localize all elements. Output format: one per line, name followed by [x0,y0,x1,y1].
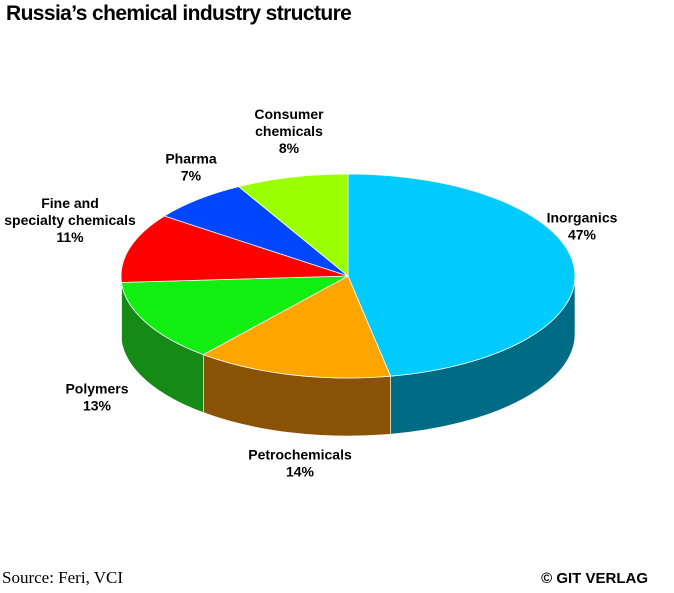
slice-label-polymers: Polymers 13% [65,381,128,414]
pie-slice-inorganics [347,173,576,377]
chart-title: Russia’s chemical industry structure [6,2,352,25]
slice-label-petrochemicals: Petrochemicals 14% [248,447,352,480]
slice-label-consumer-chemicals: Consumer chemicals 8% [254,106,324,156]
slice-label-name-line: Polymers [65,381,128,397]
slice-label-name-line: Pharma [165,151,217,167]
source-note: Source: Feri, VCI [2,568,124,587]
slice-value-label: 11% [56,229,84,245]
slice-label-name-line: Inorganics [547,210,618,226]
slice-value-label: 14% [286,464,315,480]
slice-label-name-line: chemicals [255,123,323,139]
pie-slice-fine-and-specialty-chemicals [120,215,349,283]
pie-chart: Inorganics 47% Petrochemicals 14% Polymers 13… [4,106,618,480]
slice-value-label: 8% [279,140,300,156]
pie-slice-polymers [121,275,349,355]
slice-value-label: 7% [181,168,202,184]
slice-label-fine-and-specialty-chemicals: Fine and specialty chemicals 11% [4,195,136,245]
slice-value-label: 47% [568,227,597,243]
pie-slice-petrochemicals [202,275,391,379]
pie-slice-consumer-chemicals [238,173,349,277]
slice-label-name-line: specialty chemicals [4,212,136,228]
slice-label-name-line: Petrochemicals [248,447,352,463]
slice-label-pharma: Pharma 7% [165,151,217,184]
slice-label-inorganics: Inorganics 47% [547,210,618,243]
slice-label-name-line: Fine and [41,195,99,211]
slice-label-name-line: Consumer [254,106,324,122]
slice-value-label: 13% [83,398,112,414]
publisher-credit: © GIT VERLAG [541,570,648,587]
